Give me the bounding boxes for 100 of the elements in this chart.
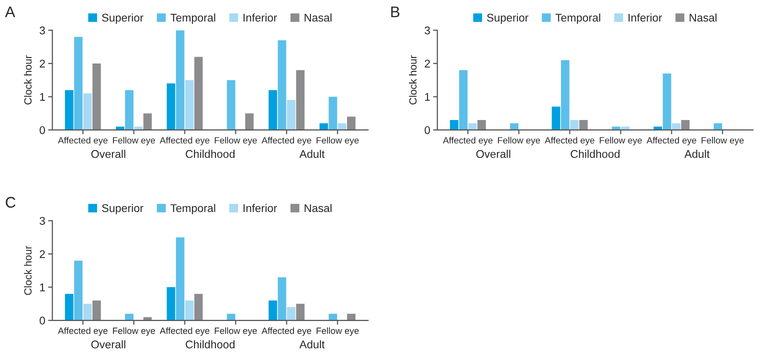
x-tick-label: Fellow eye (214, 327, 257, 336)
y-tick-label: 3 (424, 26, 430, 34)
legend-label: Temporal (170, 204, 216, 214)
bar (125, 90, 134, 130)
x-tick-label: Affected eye (262, 327, 312, 336)
bar (459, 70, 468, 130)
text: Childhood (186, 340, 235, 348)
bar (116, 126, 124, 130)
bar (83, 304, 92, 320)
bar (166, 287, 176, 320)
bar (347, 116, 356, 130)
bar (570, 120, 579, 130)
bar (672, 123, 680, 130)
x-tick-label: Fellow eye (112, 327, 156, 336)
bar (92, 300, 101, 320)
y-tick-label: 0 (40, 126, 45, 134)
y-tick-label: 3 (40, 26, 45, 34)
y-tick-label: 1 (40, 93, 45, 101)
text: Overall (91, 340, 126, 348)
bar (268, 90, 278, 130)
text: Childhood (186, 150, 235, 158)
bar (74, 36, 83, 130)
text: Overall (476, 150, 510, 158)
y-tick-label: 2 (424, 60, 430, 68)
bar (125, 314, 134, 320)
bar (621, 126, 630, 130)
bar (83, 93, 92, 130)
x-tick-label: Affected eye (58, 136, 108, 146)
bar (560, 60, 570, 130)
y-axis-title: Clock hour (24, 246, 32, 295)
bar (286, 307, 296, 320)
legend-label: Inferior (244, 204, 277, 212)
y-axis-title: Clock hour (24, 55, 32, 104)
chart-title: B (391, 6, 400, 18)
bar (278, 40, 286, 130)
bar (176, 30, 184, 130)
text: Adult (299, 340, 325, 348)
x-tick-label: Affected eye (160, 136, 210, 146)
y-tick-label: 3 (40, 216, 45, 225)
x-tick-label: Affected eye (160, 327, 210, 336)
legend-label: Temporal (170, 13, 216, 24)
x-tick-label: Affected eye (442, 136, 493, 146)
bar (654, 126, 662, 130)
bar (328, 96, 338, 130)
bar (194, 56, 203, 130)
x-tick-label: Affected eye (646, 136, 696, 146)
bar (477, 120, 486, 130)
text: Childhood (570, 150, 620, 158)
bar (176, 237, 184, 320)
x-tick-label: Fellow eye (112, 136, 156, 146)
bar (64, 294, 74, 320)
bar (296, 304, 305, 320)
text: Overall (91, 150, 126, 158)
bar (662, 73, 672, 130)
legend-label: Nasal (690, 13, 716, 22)
x-tick-label: Fellow eye (316, 327, 359, 336)
bar (338, 123, 346, 130)
legend-label: Superior (487, 13, 528, 24)
bar (92, 63, 101, 130)
bar (74, 260, 83, 320)
y-tick-label: 2 (40, 250, 45, 258)
bar (286, 100, 296, 130)
bar (579, 120, 588, 130)
bar (510, 123, 518, 130)
legend-label: Inferior (628, 13, 662, 22)
bar (185, 80, 194, 130)
x-tick-label: Affected eye (544, 136, 594, 146)
x-tick-label: Fellow eye (600, 136, 642, 146)
text: Adult (299, 150, 325, 158)
bar (245, 113, 254, 130)
bar (552, 106, 560, 130)
legend-label: Temporal (555, 13, 600, 24)
x-tick-label: Fellow eye (214, 136, 257, 146)
x-tick-label: Affected eye (262, 136, 312, 146)
bar (320, 123, 328, 130)
legend-label: Nasal (304, 13, 332, 22)
chart-title: A (5, 6, 16, 18)
x-tick-label: Fellow eye (316, 136, 359, 146)
bar (347, 314, 356, 320)
bar (714, 123, 722, 130)
bar (226, 80, 236, 130)
y-tick-label: 1 (40, 284, 45, 292)
bar (64, 90, 74, 130)
text: Adult (684, 150, 710, 158)
x-tick-label: Affected eye (58, 327, 108, 336)
y-tick-label: 2 (40, 60, 45, 68)
x-tick-label: Fellow eye (702, 136, 744, 146)
bar (612, 126, 620, 130)
bar (143, 317, 152, 320)
chart-title: C (6, 196, 16, 208)
y-tick-label: 0 (424, 126, 430, 134)
y-axis-title: Clock hour (408, 55, 417, 104)
y-tick-label: 0 (40, 316, 45, 325)
legend-label: Superior (102, 204, 144, 214)
bar (681, 120, 690, 130)
legend-label: Inferior (244, 13, 277, 22)
bar (268, 300, 278, 320)
bar (134, 126, 143, 130)
bar (450, 120, 458, 130)
bar (226, 314, 236, 320)
